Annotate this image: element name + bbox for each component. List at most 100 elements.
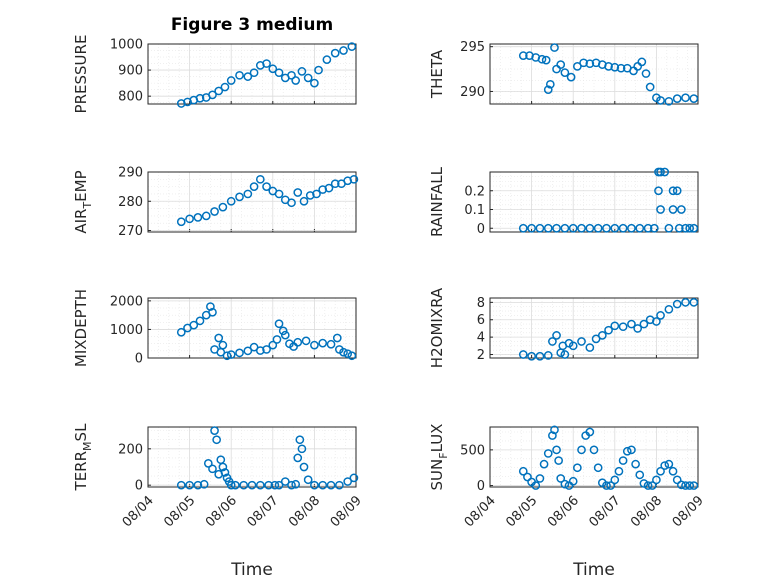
mixdepth-point <box>262 345 271 354</box>
theta-point <box>556 60 566 69</box>
rainfall-point <box>654 186 663 196</box>
terr_msl-point <box>293 453 303 463</box>
pressure-ytick-label: 1000 <box>110 38 143 53</box>
sun_flux-ylabel: SUNFLUX <box>428 424 450 491</box>
sun_flux-point <box>539 459 549 469</box>
mixdepth-point <box>255 346 265 355</box>
air_temp-point <box>330 179 340 189</box>
subplot-h2omixra: 2 4 6 8 H2OMIXRA <box>428 287 699 368</box>
rainfall-point <box>593 223 603 233</box>
terr_msl-axes-box <box>147 426 357 488</box>
mixdepth-point <box>274 319 284 329</box>
theta-point <box>573 62 582 71</box>
theta-axes-box <box>489 43 699 105</box>
rainfall-point <box>677 205 686 214</box>
sun_flux-xtick-label: 08/05 <box>503 493 540 530</box>
theta-ytick-label: 295 <box>460 40 485 55</box>
air_temp-point <box>185 214 194 224</box>
theta-point <box>543 85 553 95</box>
sun_flux-point <box>556 474 566 483</box>
subplot-terr_msl: 08/04 08/05 08/06 08/07 08/08 08/09 0 200 TERRMS… <box>72 423 365 530</box>
mixdepth-point <box>293 337 303 347</box>
rainfall-ylabel: RAINFALL <box>428 166 446 237</box>
sun_flux-point <box>656 466 665 476</box>
sun_flux-point <box>652 475 661 485</box>
h2omixra-point <box>618 322 628 332</box>
rainfall-point <box>527 223 536 233</box>
pressure-point <box>274 68 284 78</box>
rainfall-axes-box <box>489 171 699 233</box>
rainfall-point <box>656 205 665 214</box>
h2omixra-point <box>591 334 601 344</box>
sun_flux-point <box>531 481 541 490</box>
rainfall-point <box>577 223 586 233</box>
terr_msl-ylabel: TERRMSL <box>72 423 94 492</box>
terr_msl-point <box>264 480 273 490</box>
sun_flux-point <box>535 474 545 483</box>
pressure-point <box>249 68 259 78</box>
terr_msl-point <box>176 480 186 490</box>
rainfall-point <box>560 223 570 233</box>
pressure-ylabel: PRESSURE <box>72 35 90 114</box>
rainfall-point <box>618 223 628 233</box>
rainfall-ytick-label: 0 <box>477 222 485 237</box>
terr_msl-point <box>247 480 257 490</box>
sun_flux-point <box>552 445 561 455</box>
rainfall-point <box>602 223 611 233</box>
terr_msl-ytick-label: 200 <box>118 442 143 457</box>
rainfall-point <box>672 186 682 196</box>
h2omixra-point <box>543 351 553 360</box>
rainfall-point <box>656 167 665 177</box>
mixdepth-point <box>268 340 278 350</box>
theta-point <box>664 96 674 106</box>
sun_flux-point <box>672 475 682 485</box>
air_temp-axes-box <box>147 171 357 233</box>
pressure-point <box>339 46 348 55</box>
air_temp-point <box>201 211 211 221</box>
terr_msl-point <box>220 468 230 477</box>
sun_flux-point <box>554 456 563 465</box>
h2omixra-point <box>689 297 699 307</box>
theta-ytick-label: 290 <box>460 85 485 100</box>
h2omixra-ytick-label: 8 <box>477 296 485 311</box>
air_temp-point <box>218 202 228 212</box>
pressure-point <box>235 70 244 80</box>
pressure-point <box>268 64 278 74</box>
h2omixra-point <box>604 325 613 335</box>
sun_flux-point <box>606 481 615 490</box>
sun_flux-point <box>618 456 628 465</box>
air_temp-point <box>176 217 186 227</box>
terr_msl-xtick-label: 08/09 <box>328 493 365 530</box>
sun_flux-ytick-label: 500 <box>460 443 485 458</box>
xaxis-label-right: Time <box>572 560 615 580</box>
mixdepth-point <box>280 330 290 340</box>
rainfall-point <box>518 223 528 233</box>
h2omixra-point <box>627 319 636 329</box>
terr_msl-point <box>297 444 307 454</box>
terr_msl-point <box>310 480 319 490</box>
terr_msl-point <box>226 480 236 490</box>
subplot-rainfall: 0 0.1 0.2 RAINFALL <box>428 166 699 237</box>
air_temp-point <box>312 189 321 199</box>
terr_msl-xtick-label: 08/04 <box>120 493 157 530</box>
sun_flux-point <box>668 466 678 476</box>
sun_flux-point <box>614 466 624 476</box>
mixdepth-ytick-label: 1000 <box>110 323 143 338</box>
mixdepth-point <box>176 327 186 337</box>
terr_msl-point <box>199 479 209 489</box>
theta-point <box>656 96 665 105</box>
theta-ylabel: THETA <box>428 49 446 99</box>
rainfall-point <box>681 223 690 233</box>
pressure-point <box>310 78 319 88</box>
terr_msl-ytick-label: 0 <box>135 479 143 494</box>
sun_flux-point <box>548 431 557 440</box>
terr_msl-point <box>335 480 344 490</box>
sun_flux-axes-box <box>489 426 699 488</box>
terr_msl-point <box>349 473 359 483</box>
mixdepth-point <box>272 335 282 344</box>
terr_msl-point <box>212 435 221 445</box>
mixdepth-axes-box <box>147 297 357 359</box>
terr_msl-point <box>295 435 305 445</box>
h2omixra-point <box>518 350 528 359</box>
